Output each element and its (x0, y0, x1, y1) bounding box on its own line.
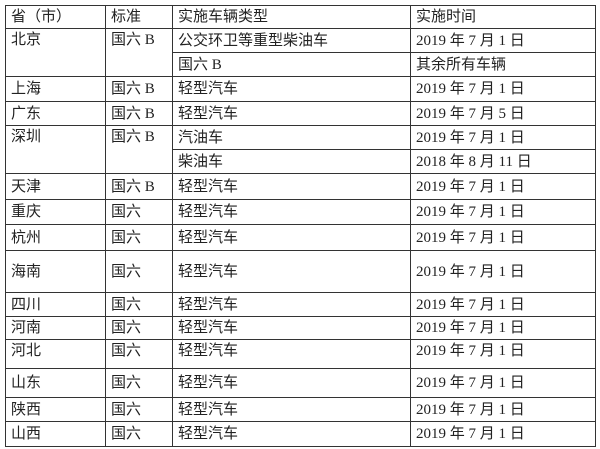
table-cell: 轻型汽车 (172, 76, 411, 102)
table-cell: 重庆 (5, 199, 106, 225)
table-cell: 2019 年 7 月 1 日 (410, 421, 596, 447)
table-row: 深圳 国六 B 汽油车 2019 年 7 月 1 日 (5, 125, 596, 174)
table-row: 上海 国六 B 轻型汽车 2019 年 7 月 1 日 (5, 76, 596, 102)
table-row: 重庆 国六 轻型汽车 2019 年 7 月 1 日 (5, 199, 596, 225)
table-cell: 2019 年 7 月 1 日 (410, 250, 596, 293)
table-row: 四川 国六 轻型汽车 2019 年 7 月 1 日 (5, 292, 596, 317)
table-row: 广东 国六 B 轻型汽车 2019 年 7 月 5 日 (5, 101, 596, 126)
table-cell: 上海 (5, 76, 106, 102)
table-row: 杭州 国六 轻型汽车 2019 年 7 月 1 日 (5, 224, 596, 251)
table-cell: 轻型汽车 (172, 199, 411, 225)
table-cell: 2019 年 7 月 1 日 (410, 368, 596, 398)
table-cell: 陕西 (5, 397, 106, 422)
table-cell: 2019 年 7 月 1 日 (410, 125, 596, 150)
table-cell: 其余所有车辆 (410, 52, 596, 77)
table-cell: 汽油车 (172, 125, 411, 150)
table-cell: 2018 年 8 月 11 日 (410, 149, 596, 174)
table-row: 河南 国六 轻型汽车 2019 年 7 月 1 日 (5, 316, 596, 340)
table-cell: 轻型汽车 (172, 316, 411, 340)
table-cell: 公交环卫等重型柴油车 (172, 28, 411, 53)
table-row: 海南 国六 轻型汽车 2019 年 7 月 1 日 (5, 250, 596, 293)
table-cell: 2019 年 7 月 5 日 (410, 101, 596, 126)
table-cell: 国六 (105, 397, 173, 422)
table-cell: 国六 B (105, 101, 173, 126)
table-cell: 轻型汽车 (172, 339, 411, 369)
table-cell: 柴油车 (172, 149, 411, 174)
table-cell: 国六 (105, 421, 173, 447)
table-cell: 河北 (5, 339, 106, 369)
emission-standard-table: 省（市） 标准 实施车辆类型 实施时间 北京 国六 B 公交环卫等重型柴油车 2019 年 7… (5, 5, 596, 447)
table-cell: 2019 年 7 月 1 日 (410, 316, 596, 340)
table-cell: 国六 B (105, 173, 173, 200)
header-cell: 省（市） (5, 5, 106, 29)
table-cell: 轻型汽车 (172, 421, 411, 447)
table-row: 山西 国六 轻型汽车 2019 年 7 月 1 日 (5, 421, 596, 447)
table-cell: 轻型汽车 (172, 292, 411, 317)
table-cell: 山西 (5, 421, 106, 447)
table-cell: 2019 年 7 月 1 日 (410, 28, 596, 53)
table-row: 天津 国六 B 轻型汽车 2019 年 7 月 1 日 (5, 173, 596, 200)
table-cell: 国六 (105, 250, 173, 293)
table-cell: 广东 (5, 101, 106, 126)
table-cell: 北京 (5, 28, 106, 77)
table-cell: 四川 (5, 292, 106, 317)
table-row: 河北 国六 轻型汽车 2019 年 7 月 1 日 (5, 339, 596, 369)
table-cell: 2019 年 7 月 1 日 (410, 76, 596, 102)
table-row: 山东 国六 轻型汽车 2019 年 7 月 1 日 (5, 368, 596, 398)
table-cell: 2019 年 7 月 1 日 (410, 292, 596, 317)
table-row: 陕西 国六 轻型汽车 2019 年 7 月 1 日 (5, 397, 596, 422)
header-row: 省（市） 标准 实施车辆类型 实施时间 (5, 5, 596, 29)
table-cell: 海南 (5, 250, 106, 293)
table-row: 北京 国六 B 公交环卫等重型柴油车 2019 年 7 月 1 日 (5, 28, 596, 77)
table-cell: 国六 (105, 368, 173, 398)
table-cell: 轻型汽车 (172, 173, 411, 200)
table-cell: 轻型汽车 (172, 250, 411, 293)
table-cell: 山东 (5, 368, 106, 398)
table-cell: 国六 (105, 292, 173, 317)
table-cell: 国六 B (172, 52, 411, 77)
table-cell: 轻型汽车 (172, 224, 411, 251)
table-cell: 2019 年 7 月 1 日 (410, 199, 596, 225)
table-cell: 国六 (105, 316, 173, 340)
table-cell: 河南 (5, 316, 106, 340)
table-cell: 国六 B (105, 76, 173, 102)
table-cell: 2019 年 7 月 1 日 (410, 224, 596, 251)
table-cell: 2019 年 7 月 1 日 (410, 339, 596, 369)
table-cell: 2019 年 7 月 1 日 (410, 173, 596, 200)
table-cell: 国六 (105, 199, 173, 225)
table-cell: 2019 年 7 月 1 日 (410, 397, 596, 422)
header-cell: 实施车辆类型 (172, 5, 411, 29)
table-cell: 轻型汽车 (172, 101, 411, 126)
header-cell: 标准 (105, 5, 173, 29)
table-cell: 轻型汽车 (172, 368, 411, 398)
table-body: 省（市） 标准 实施车辆类型 实施时间 北京 国六 B 公交环卫等重型柴油车 2019 年 7… (5, 5, 596, 447)
table-cell: 杭州 (5, 224, 106, 251)
table-cell: 天津 (5, 173, 106, 200)
table-cell: 国六 B (105, 125, 173, 174)
header-cell: 实施时间 (410, 5, 596, 29)
table-cell: 国六 B (105, 28, 173, 77)
table-cell: 轻型汽车 (172, 397, 411, 422)
table-cell: 国六 (105, 339, 173, 369)
table-cell: 深圳 (5, 125, 106, 174)
table-row: 国六 B其余所有车辆2020 年 7 月 1 日 (6, 52, 596, 77)
table-cell: 国六 (105, 224, 173, 251)
